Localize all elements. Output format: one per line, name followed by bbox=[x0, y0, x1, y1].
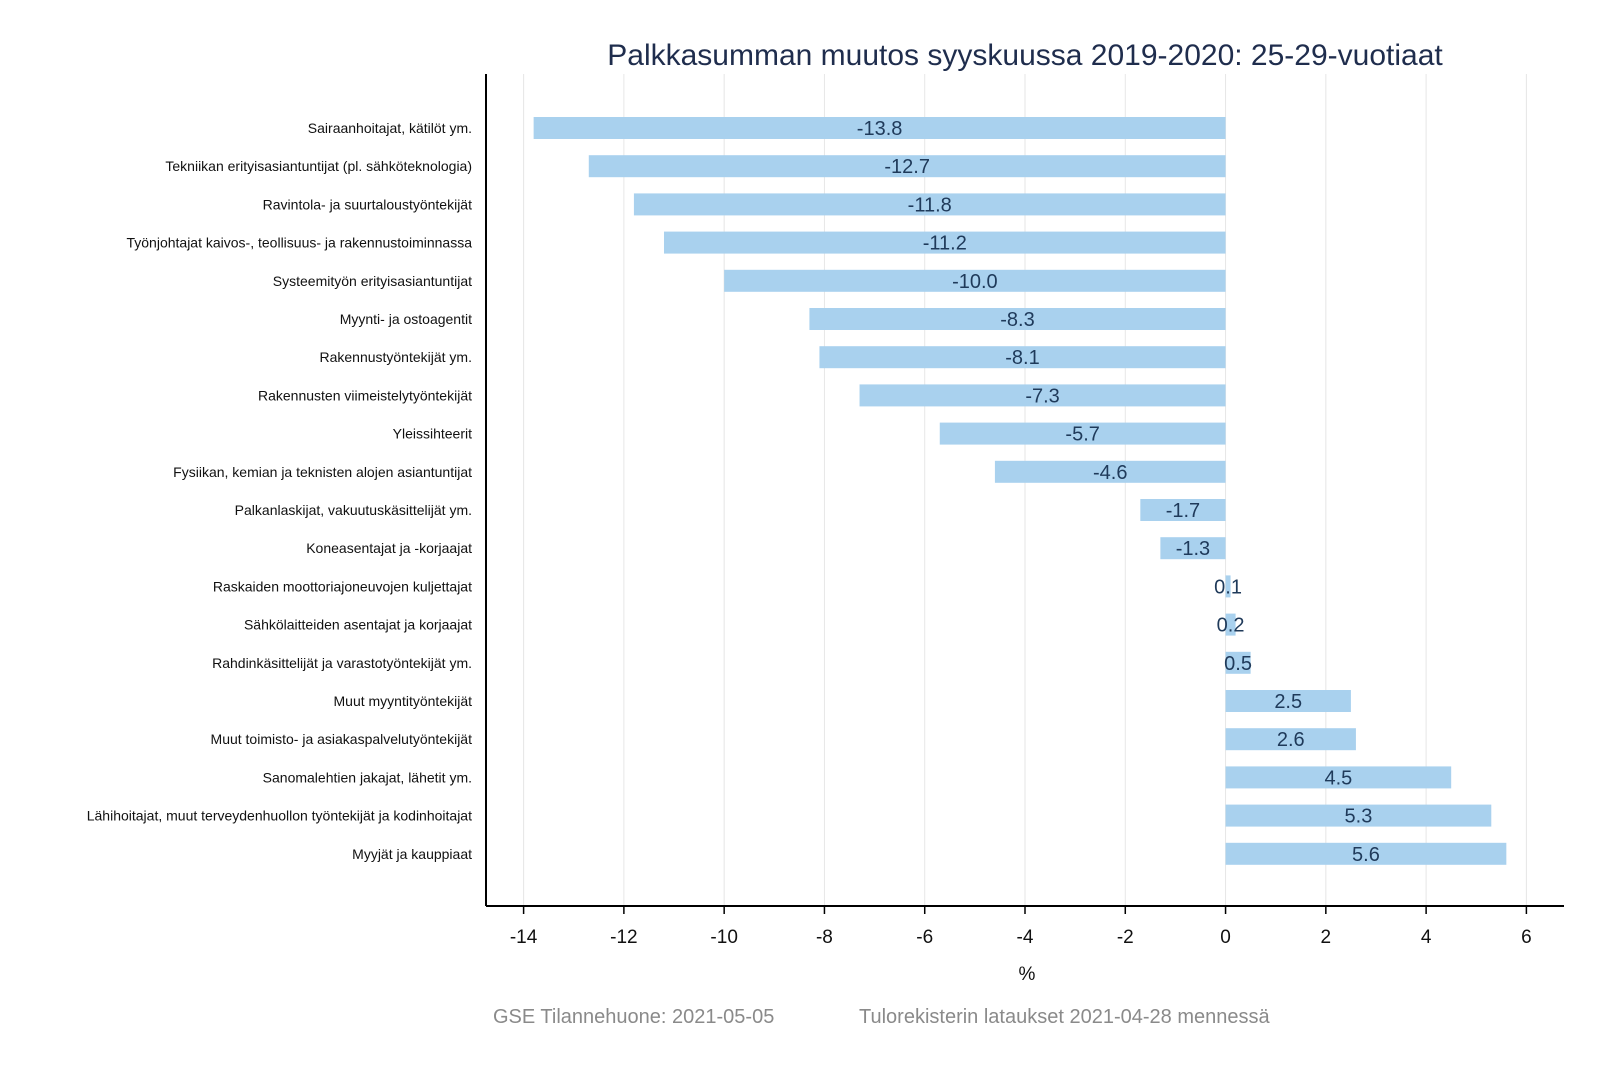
x-tick-label: 0 bbox=[1220, 927, 1231, 948]
x-tick-label: -6 bbox=[916, 927, 933, 948]
data-label: 4.5 bbox=[1324, 767, 1352, 789]
bar bbox=[939, 422, 1226, 445]
category-label: Raskaiden moottoriajoneuvojen kuljettaja… bbox=[213, 578, 472, 594]
data-label: -5.7 bbox=[1065, 424, 1099, 446]
data-label: -13.8 bbox=[857, 118, 903, 140]
category-label: Ravintola- ja suurtaloustyöntekijät bbox=[263, 196, 472, 212]
category-label: Palkanlaskijat, vakuutuskäsittelijät ym. bbox=[235, 502, 472, 518]
bar bbox=[1225, 575, 1231, 598]
data-label: -8.3 bbox=[1000, 309, 1034, 331]
footer-note: Tulorekisterin lataukset 2021-04-28 menn… bbox=[859, 1006, 1270, 1028]
category-label: Sähkölaitteiden asentajat ja korjaajat bbox=[244, 617, 472, 633]
data-label: -10.0 bbox=[952, 271, 998, 293]
data-label: -7.3 bbox=[1025, 385, 1059, 407]
bar bbox=[1225, 728, 1356, 751]
footer-source: GSE Tilannehuone: 2021-05-05 bbox=[493, 1006, 774, 1028]
bar bbox=[724, 269, 1226, 292]
bar bbox=[1225, 766, 1452, 789]
category-label: Koneasentajat ja -korjaajat bbox=[306, 540, 472, 556]
category-label: Systeemityön erityisasiantuntijat bbox=[273, 273, 472, 289]
chart-title: Palkkasumman muutos syyskuussa 2019-2020… bbox=[607, 39, 1443, 72]
data-label: 2.5 bbox=[1274, 691, 1302, 713]
bar bbox=[1225, 842, 1507, 865]
data-label: -11.8 bbox=[908, 194, 952, 216]
category-label: Muut myyntityöntekijät bbox=[334, 693, 473, 709]
category-label: Yleissihteerit bbox=[393, 426, 472, 442]
bar bbox=[1140, 499, 1226, 521]
data-label: -12.7 bbox=[884, 156, 930, 178]
category-label: Sairaanhoitajat, kätilöt ym. bbox=[308, 120, 472, 136]
category-label: Myynti- ja ostoagentit bbox=[340, 311, 472, 327]
bar bbox=[663, 231, 1226, 254]
x-tick-labels: -14 -12 -10 -8 -6 -4 -2 0 2 4 6 bbox=[510, 906, 1532, 948]
data-label: 0.5 bbox=[1224, 653, 1252, 675]
bar bbox=[1225, 651, 1251, 674]
data-label: -1.7 bbox=[1166, 500, 1200, 522]
category-label: Rahdinkäsittelijät ja varastotyöntekijät… bbox=[212, 655, 472, 671]
bar bbox=[1160, 537, 1226, 560]
data-label: 2.6 bbox=[1277, 729, 1305, 751]
data-label: 5.3 bbox=[1345, 806, 1373, 828]
category-label: Työnjohtajat kaivos-, teollisuus- ja rak… bbox=[126, 235, 472, 251]
category-labels: Sairaanhoitajat, kätilöt ym. Tekniikan er… bbox=[87, 120, 472, 862]
x-tick-label: -8 bbox=[816, 927, 833, 948]
category-label: Myyjät ja kauppiaat bbox=[352, 846, 472, 862]
category-label: Sanomalehtien jakajat, lähetit ym. bbox=[263, 769, 472, 785]
x-tick-label: 4 bbox=[1421, 927, 1432, 948]
bar bbox=[588, 155, 1226, 178]
x-tick-label: -2 bbox=[1117, 927, 1134, 948]
bar bbox=[994, 460, 1226, 483]
bar bbox=[533, 117, 1226, 139]
x-tick-label: -10 bbox=[710, 927, 737, 948]
x-tick-label: 2 bbox=[1321, 927, 1332, 948]
bar bbox=[1225, 804, 1492, 827]
category-label: Muut toimisto- ja asiakaspalvelutyönteki… bbox=[211, 731, 473, 747]
category-label: Tekniikan erityisasiantuntijat (pl. sähk… bbox=[165, 158, 472, 174]
bar bbox=[633, 193, 1226, 216]
data-label: 5.6 bbox=[1352, 844, 1380, 866]
bar bbox=[859, 384, 1226, 407]
x-axis-title: % bbox=[1019, 964, 1036, 985]
bars: -13.8 -12.7 -11.8 -11.2 -10.0-8.3 -8.1 -7.3 -5.… bbox=[533, 117, 1507, 866]
data-label: -8.1 bbox=[1005, 347, 1039, 369]
data-label: -4.6 bbox=[1093, 462, 1127, 484]
x-tick-label: -12 bbox=[610, 927, 637, 948]
data-label: -11.2 bbox=[923, 233, 967, 255]
data-label: 0.1 bbox=[1214, 576, 1242, 598]
x-tick-label: 6 bbox=[1521, 927, 1532, 948]
category-label: Lähihoitajat, muut terveydenhuollon työn… bbox=[87, 808, 472, 824]
data-label: -1.3 bbox=[1176, 538, 1210, 560]
bar bbox=[819, 346, 1226, 369]
x-tick-label: -14 bbox=[510, 927, 538, 948]
bar bbox=[1225, 613, 1236, 636]
bar bbox=[1225, 690, 1351, 712]
data-label: 0.2 bbox=[1217, 615, 1245, 637]
category-label: Fysiikan, kemian ja teknisten alojen asi… bbox=[173, 464, 472, 480]
category-label: Rakennustyöntekijät ym. bbox=[319, 349, 472, 365]
bar bbox=[809, 308, 1226, 330]
x-tick-label: -4 bbox=[1017, 927, 1034, 948]
category-label: Rakennusten viimeistelytyöntekijät bbox=[258, 387, 472, 403]
